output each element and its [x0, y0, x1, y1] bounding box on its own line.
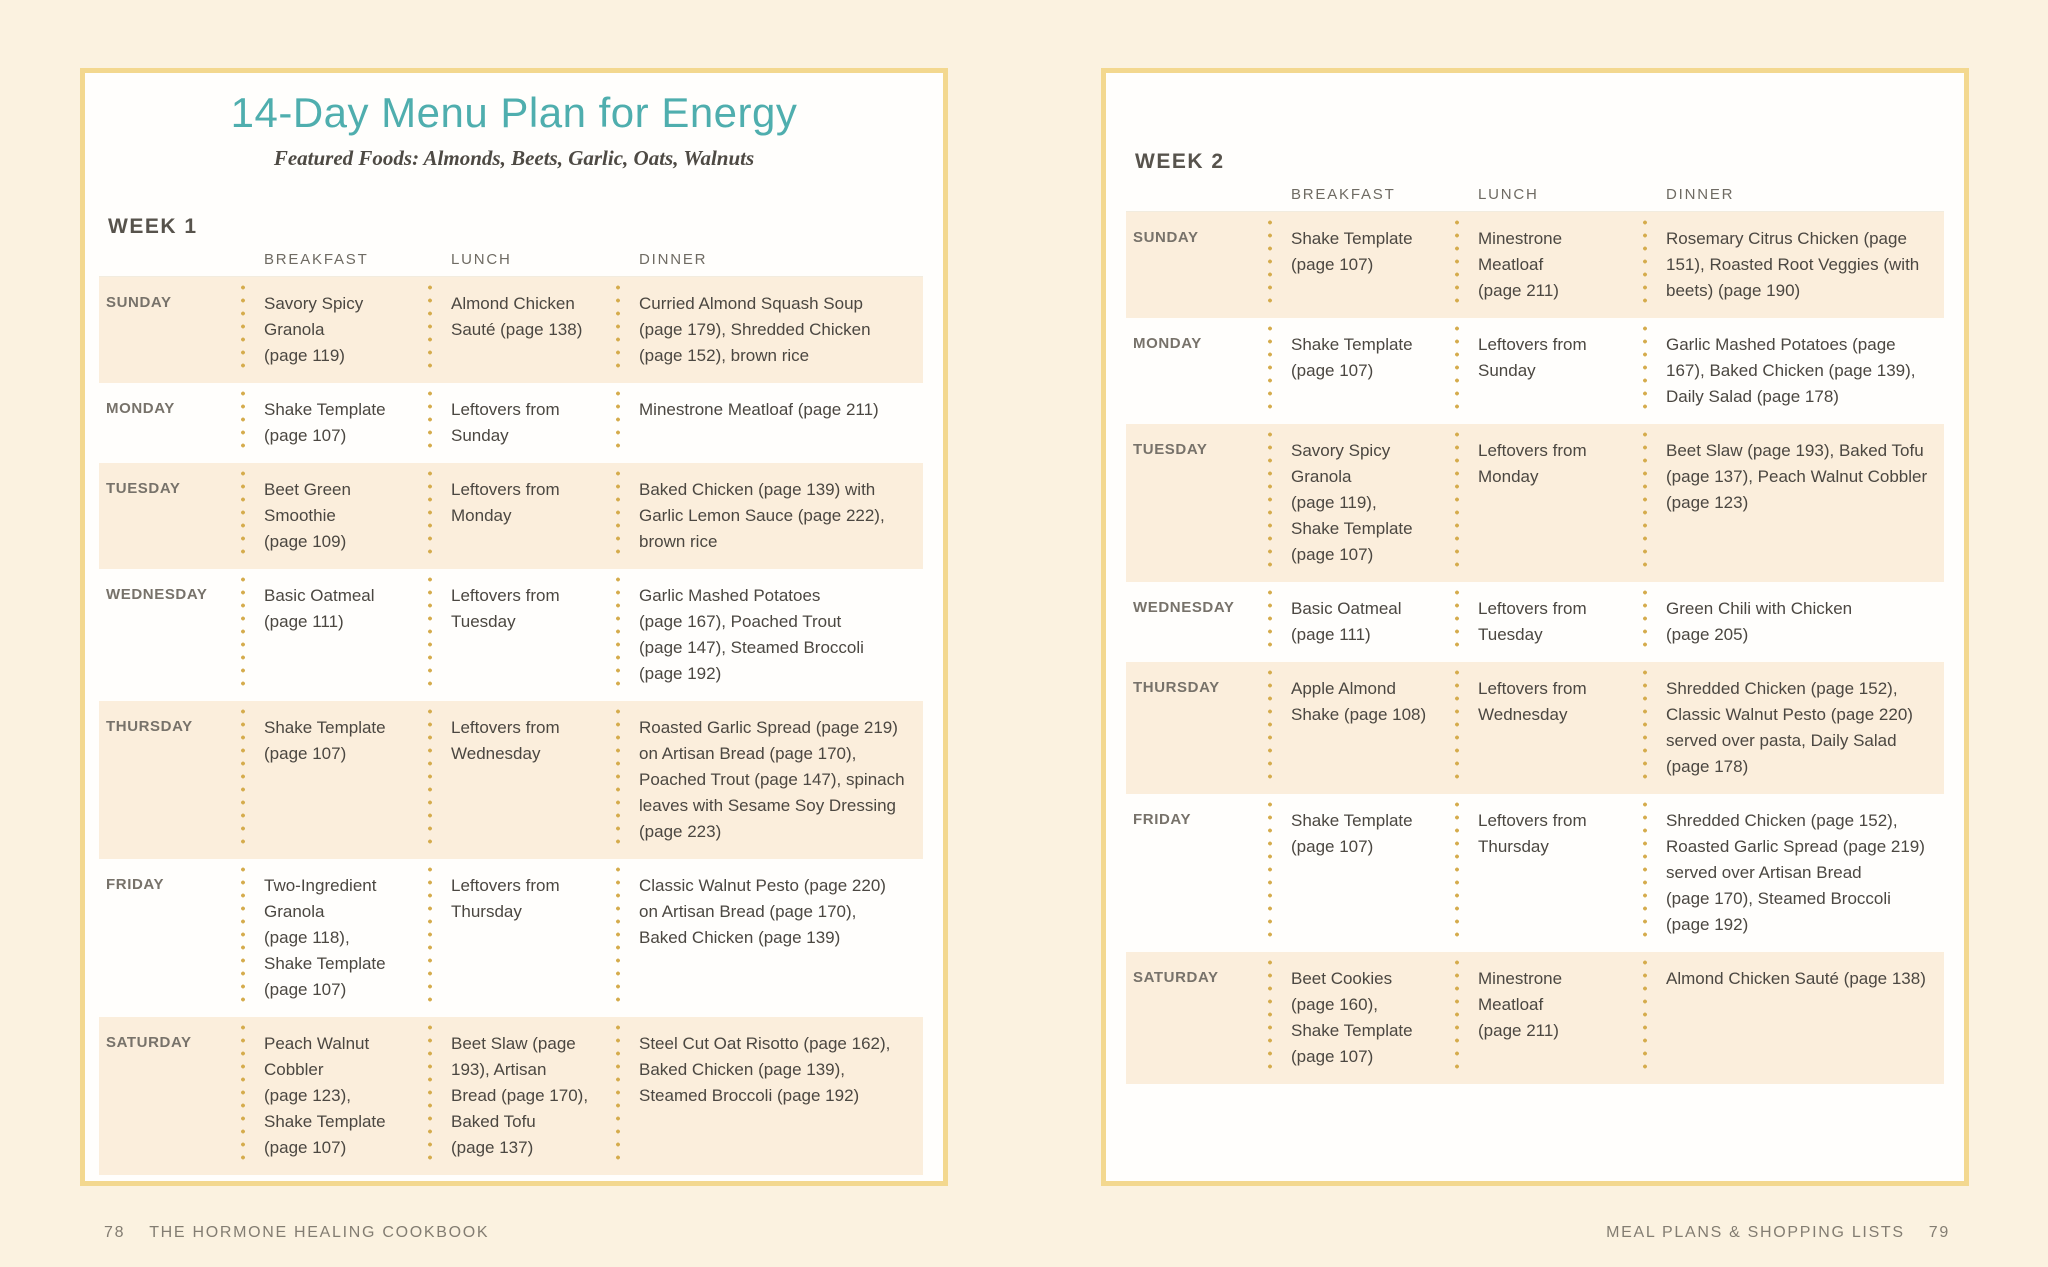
table-row-monday: MONDAY Shake Template (page 107) Leftove…: [99, 383, 923, 463]
day-label: WEDNESDAY: [106, 586, 208, 603]
dinner-cell: Green Chili with Chicken (page 205): [1643, 582, 1944, 662]
section-title-footer: MEAL PLANS & SHOPPING LISTS: [1606, 1224, 1905, 1241]
lunch-cell: Leftovers from Thursday: [428, 859, 616, 1017]
lunch-cell: Minestrone Meatloaf (page 211): [1455, 212, 1643, 318]
day-label: FRIDAY: [106, 876, 165, 893]
day-label: SATURDAY: [1133, 969, 1219, 986]
lunch-cell: Leftovers from Thursday: [1455, 794, 1643, 952]
dinner-column-header: DINNER: [639, 251, 708, 268]
dinner-cell: Classic Walnut Pesto (page 220) on Artis…: [616, 859, 923, 1017]
table-row-sunday: SUNDAY Shake Template (page 107) Minestr…: [1126, 212, 1944, 318]
table-row-tuesday: TUESDAY Savory Spicy Granola (page 119),…: [1126, 424, 1944, 582]
week1-table-header: BREAKFAST LUNCH DINNER: [99, 251, 923, 277]
left-page-footer: 78 THE HORMONE HEALING COOKBOOK: [104, 1224, 489, 1242]
lunch-cell: Beet Slaw (page 193), Artisan Bread (pag…: [428, 1017, 616, 1175]
day-label: WEDNESDAY: [1133, 599, 1235, 616]
breakfast-cell: Shake Template (page 107): [1268, 212, 1455, 318]
dinner-cell: Roasted Garlic Spread (page 219) on Arti…: [616, 701, 923, 859]
breakfast-cell: Two-Ingredient Granola (page 118), Shake…: [241, 859, 428, 1017]
lunch-cell: Leftovers from Tuesday: [1455, 582, 1643, 662]
day-column-header: [1126, 186, 1268, 203]
breakfast-cell: Shake Template (page 107): [241, 701, 428, 859]
table-row-sunday: SUNDAY Savory Spicy Granola (page 119) A…: [99, 277, 923, 383]
breakfast-column-header: BREAKFAST: [1291, 186, 1396, 203]
book-title-footer: THE HORMONE HEALING COOKBOOK: [149, 1224, 490, 1241]
day-label: MONDAY: [1133, 335, 1202, 352]
dinner-column-header: DINNER: [1666, 186, 1735, 203]
day-label: FRIDAY: [1133, 811, 1192, 828]
breakfast-cell: Peach Walnut Cobbler (page 123), Shake T…: [241, 1017, 428, 1175]
week2-table: BREAKFAST LUNCH DINNER SUNDAY Shake Temp…: [1126, 186, 1944, 1084]
breakfast-cell: Shake Template (page 107): [1268, 794, 1455, 952]
breakfast-cell: Savory Spicy Granola (page 119): [241, 277, 428, 383]
dinner-cell: Shredded Chicken (page 152), Roasted Gar…: [1643, 794, 1944, 952]
day-label: TUESDAY: [1133, 441, 1208, 458]
table-row-friday: FRIDAY Two-Ingredient Granola (page 118)…: [99, 859, 923, 1017]
table-row-monday: MONDAY Shake Template (page 107) Leftove…: [1126, 318, 1944, 424]
table-row-wednesday: WEDNESDAY Basic Oatmeal (page 111) Lefto…: [1126, 582, 1944, 662]
dinner-cell: Beet Slaw (page 193), Baked Tofu (page 1…: [1643, 424, 1944, 582]
dinner-cell: Rosemary Citrus Chicken (page 151), Roas…: [1643, 212, 1944, 318]
breakfast-column-header: BREAKFAST: [264, 251, 369, 268]
week1-table: BREAKFAST LUNCH DINNER SUNDAY Savory Spi…: [99, 251, 923, 1175]
day-label: THURSDAY: [106, 718, 193, 735]
table-row-saturday: SATURDAY Peach Walnut Cobbler (page 123)…: [99, 1017, 923, 1175]
lunch-cell: Leftovers from Monday: [428, 463, 616, 569]
dinner-cell: Steel Cut Oat Risotto (page 162), Baked …: [616, 1017, 923, 1175]
table-row-saturday: SATURDAY Beet Cookies (page 160), Shake …: [1126, 952, 1944, 1084]
breakfast-cell: Basic Oatmeal (page 111): [241, 569, 428, 701]
page-number-right: 79: [1928, 1224, 1950, 1241]
lunch-column-header: LUNCH: [1478, 186, 1539, 203]
dinner-cell: Garlic Mashed Potatoes (page 167), Baked…: [1643, 318, 1944, 424]
lunch-cell: Minestrone Meatloaf (page 211): [1455, 952, 1643, 1084]
table-row-thursday: THURSDAY Apple Almond Shake (page 108) L…: [1126, 662, 1944, 794]
table-row-thursday: THURSDAY Shake Template (page 107) Lefto…: [99, 701, 923, 859]
lunch-cell: Leftovers from Tuesday: [428, 569, 616, 701]
dinner-cell: Baked Chicken (page 139) with Garlic Lem…: [616, 463, 923, 569]
lunch-cell: Leftovers from Wednesday: [1455, 662, 1643, 794]
plan-title: 14-Day Menu Plan for Energy: [230, 89, 798, 136]
breakfast-cell: Savory Spicy Granola (page 119), Shake T…: [1268, 424, 1455, 582]
breakfast-cell: Beet Cookies (page 160), Shake Template …: [1268, 952, 1455, 1084]
lunch-cell: Leftovers from Sunday: [1455, 318, 1643, 424]
day-label: MONDAY: [106, 400, 175, 417]
dinner-cell: Minestrone Meatloaf (page 211): [616, 383, 923, 463]
day-label: SATURDAY: [106, 1034, 192, 1051]
lunch-cell: Almond Chicken Sauté (page 138): [428, 277, 616, 383]
right-page-footer: MEAL PLANS & SHOPPING LISTS 79: [1606, 1224, 1950, 1242]
day-label: TUESDAY: [106, 480, 181, 497]
lunch-cell: Leftovers from Wednesday: [428, 701, 616, 859]
page-right: WEEK 2 BREAKFAST LUNCH DINNER SUNDAY Sha…: [1101, 68, 1969, 1186]
breakfast-cell: Apple Almond Shake (page 108): [1268, 662, 1455, 794]
week1-label: WEEK 1: [108, 215, 198, 238]
breakfast-cell: Basic Oatmeal (page 111): [1268, 582, 1455, 662]
table-row-tuesday: TUESDAY Beet Green Smoothie (page 109) L…: [99, 463, 923, 569]
dinner-cell: Garlic Mashed Potatoes (page 167), Poach…: [616, 569, 923, 701]
lunch-cell: Leftovers from Monday: [1455, 424, 1643, 582]
table-row-wednesday: WEDNESDAY Basic Oatmeal (page 111) Lefto…: [99, 569, 923, 701]
table-row-friday: FRIDAY Shake Template (page 107) Leftove…: [1126, 794, 1944, 952]
plan-subtitle: Featured Foods: Almonds, Beets, Garlic, …: [273, 146, 755, 170]
day-label: THURSDAY: [1133, 679, 1220, 696]
dinner-cell: Curried Almond Squash Soup (page 179), S…: [616, 277, 923, 383]
dinner-cell: Shredded Chicken (page 152), Classic Wal…: [1643, 662, 1944, 794]
breakfast-cell: Shake Template (page 107): [241, 383, 428, 463]
day-column-header: [99, 251, 241, 268]
lunch-column-header: LUNCH: [451, 251, 512, 268]
week2-label: WEEK 2: [1135, 150, 1225, 173]
breakfast-cell: Beet Green Smoothie (page 109): [241, 463, 428, 569]
day-label: SUNDAY: [1133, 229, 1199, 246]
page-left: 14-Day Menu Plan for Energy Featured Foo…: [80, 68, 948, 1186]
dinner-cell: Almond Chicken Sauté (page 138): [1643, 952, 1944, 1084]
page-number-left: 78: [104, 1224, 126, 1241]
breakfast-cell: Shake Template (page 107): [1268, 318, 1455, 424]
day-label: SUNDAY: [106, 294, 172, 311]
week2-table-header: BREAKFAST LUNCH DINNER: [1126, 186, 1944, 212]
lunch-cell: Leftovers from Sunday: [428, 383, 616, 463]
